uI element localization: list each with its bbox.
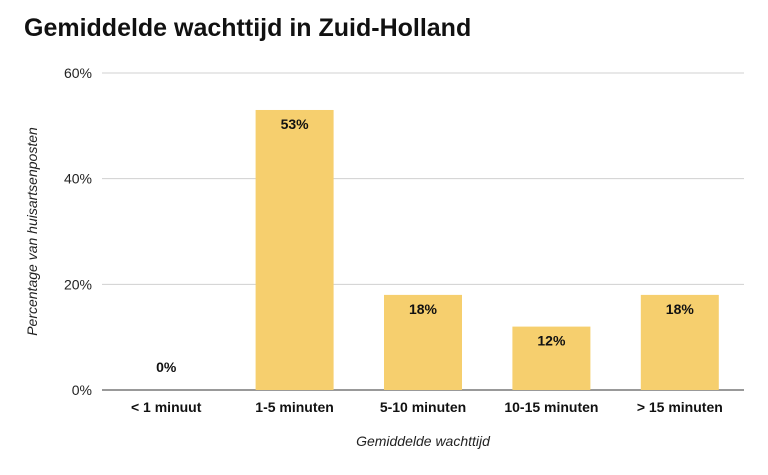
data-label: 18% <box>409 301 438 317</box>
data-labels: 0% 53% 18% 12% 18% <box>156 116 694 375</box>
bars <box>255 109 719 390</box>
data-label: 12% <box>537 333 566 349</box>
chart-title: Gemiddelde wachttijd in Zuid-Holland <box>24 14 472 42</box>
x-tick-label: 1-5 minuten <box>255 399 334 415</box>
bar <box>640 294 719 390</box>
x-tick-label: 5-10 minuten <box>380 399 466 415</box>
x-axis-categories: < 1 minuut 1-5 minuten 5-10 minuten 10-15 m… <box>131 399 723 415</box>
bar <box>384 294 462 390</box>
y-axis-title: Percentage van huisartsenposten <box>24 127 40 336</box>
y-tick-label: 20% <box>64 276 92 292</box>
bar <box>512 326 591 390</box>
y-tick-label: 0% <box>72 382 92 398</box>
y-tick-label: 60% <box>64 65 92 81</box>
y-axis-ticks: 0% 20% 40% 60% <box>64 65 92 398</box>
y-tick-label: 40% <box>64 171 92 187</box>
x-tick-label: > 15 minuten <box>637 399 723 415</box>
gridlines <box>102 72 744 391</box>
x-axis-title: Gemiddelde wachttijd <box>356 433 491 449</box>
data-label: 0% <box>156 359 177 375</box>
x-tick-label: 10-15 minuten <box>504 399 598 415</box>
bar <box>255 109 334 390</box>
x-tick-label: < 1 minuut <box>131 399 202 415</box>
data-label: 18% <box>666 301 695 317</box>
data-label: 53% <box>281 116 310 132</box>
